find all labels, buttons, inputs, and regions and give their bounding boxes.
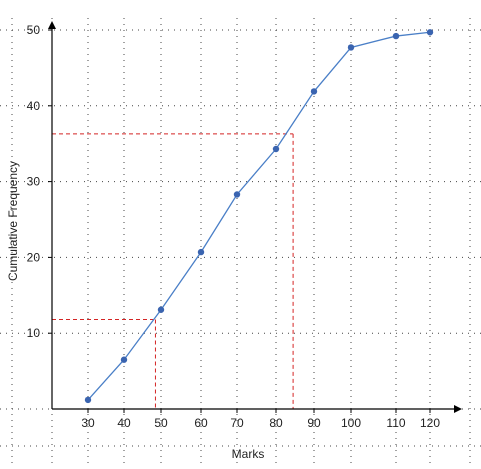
x-tick-label: 30 xyxy=(81,416,95,430)
y-tick-label: 30 xyxy=(27,175,41,189)
x-tick-label: 120 xyxy=(420,416,440,430)
x-tick-label: 110 xyxy=(386,416,405,430)
x-tick-label: 90 xyxy=(307,416,321,430)
data-point xyxy=(310,88,318,95)
series xyxy=(84,29,434,404)
y-axis-arrow-icon xyxy=(48,21,56,29)
data-point xyxy=(157,306,165,313)
x-tick-label: 100 xyxy=(341,416,361,430)
data-point xyxy=(392,32,400,40)
data-point xyxy=(426,29,434,36)
data-point xyxy=(347,44,355,51)
series-line xyxy=(87,31,431,401)
data-point xyxy=(272,145,280,153)
y-tick-label: 20 xyxy=(27,250,41,264)
data-point xyxy=(120,356,128,363)
data-point xyxy=(84,396,92,404)
data-point xyxy=(233,191,241,198)
x-tick-label: 60 xyxy=(194,416,208,430)
x-axis-arrow-icon xyxy=(454,405,462,413)
y-axis-title: Cumulative Frequency xyxy=(6,161,20,281)
grid xyxy=(0,18,481,466)
x-tick-label: 80 xyxy=(269,416,283,430)
x-axis-title: Marks xyxy=(232,447,265,461)
y-tick-label: 50 xyxy=(27,23,41,37)
y-tick-label: 10 xyxy=(27,326,41,340)
x-tick-label: 50 xyxy=(154,416,168,430)
x-tick-label: 40 xyxy=(117,416,131,430)
y-tick-label: 40 xyxy=(27,99,41,113)
tick-labels: 10 20 30 40 50 30 40 50 60 70 80 90 100 110 120 xyxy=(27,23,441,430)
reference-lines xyxy=(52,133,294,409)
axes xyxy=(48,21,462,413)
x-tick-label: 70 xyxy=(230,416,244,430)
data-point xyxy=(197,248,205,256)
